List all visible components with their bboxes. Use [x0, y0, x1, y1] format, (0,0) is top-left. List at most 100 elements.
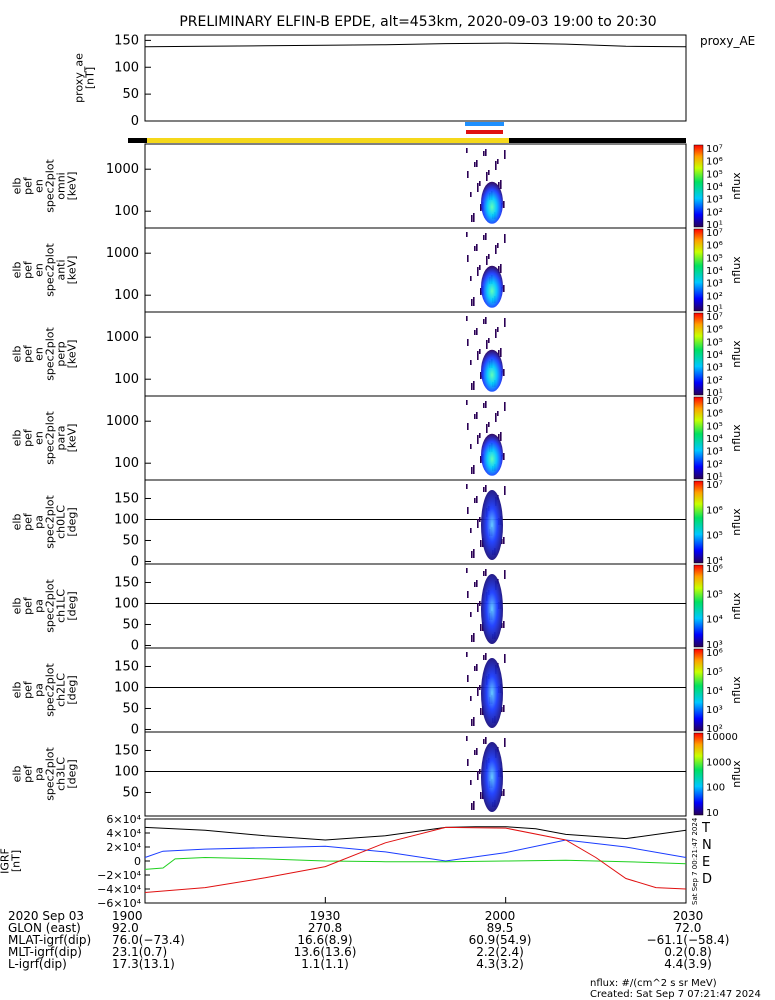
spectrogram-noise-mark: [473, 633, 475, 642]
spectrogram-noise-mark: [474, 582, 476, 587]
ephemeris-cell: 17.3(13.1): [112, 957, 175, 971]
proxy-ae-tick-label: 0: [131, 114, 139, 129]
spectrogram-noise-mark: [504, 402, 506, 411]
spectrogram-frame: [144, 227, 687, 313]
spectrogram-noise-mark: [470, 360, 472, 365]
spectrogram-noise-mark: [476, 328, 478, 335]
spectrogram-noise-mark: [476, 244, 478, 251]
spectrogram-noise-mark: [503, 621, 505, 628]
colorbar-tick-label: 10²: [706, 459, 723, 470]
spectrogram-noise-mark: [467, 171, 469, 178]
ephemeris-table: 2020 Sep 03 1900 1930 2000 2030 GLON (east) 92…: [8, 897, 729, 971]
spectrogram-noise-mark: [470, 612, 472, 617]
spectrogram-panel-1: 1001000elbpefenspec2plotanti[keV]10¹10²1…: [11, 227, 743, 315]
colorbar: [693, 480, 704, 564]
spectrogram-noise-mark: [467, 759, 469, 766]
igrf-series-T: [144, 826, 687, 841]
spectrogram-noise-mark: [473, 465, 475, 474]
colorbar-tick-label: 10⁴: [706, 434, 723, 445]
spectrogram-noise-mark: [473, 801, 475, 810]
spectrogram-noise-mark: [504, 654, 506, 663]
spectrogram-noise-mark: [486, 172, 488, 181]
spectrogram-noise-mark: [477, 435, 479, 444]
spectrogram-noise-mark: [474, 330, 476, 335]
colorbar-tick-label: 10⁴: [706, 615, 723, 626]
igrf-legend-T: T: [701, 821, 710, 836]
spectrogram-noise-mark: [500, 264, 502, 273]
spectrogram-noise-mark: [486, 256, 488, 265]
colorbar-tick-label: 10⁷: [706, 228, 723, 239]
colorbar-tick-label: 10⁶: [706, 505, 723, 516]
spectrogram-noise-mark: [495, 329, 497, 338]
colorbar-label: nflux: [730, 760, 743, 788]
proxy-ae-frame: [144, 34, 687, 122]
spectrogram-noise-mark: [477, 771, 479, 780]
colorbar-tick-label: 100: [706, 783, 725, 794]
spectrogram-noise-mark: [498, 266, 500, 273]
spectrogram-noise-mark: [476, 580, 478, 587]
colorbar-tick-label: 10⁶: [706, 648, 723, 659]
colorbar: [693, 648, 704, 732]
spectrogram-noise-mark: [503, 789, 505, 796]
ephemeris-cell: 4.3(3.2): [476, 957, 524, 971]
spectrogram-noise-mark: [485, 485, 487, 492]
spectrogram-tick-label: 100: [114, 764, 139, 779]
spectrogram-panel-2: 1001000elbpefenspec2plotperp[keV]10¹10²1…: [11, 311, 743, 399]
colorbar-tick-label: 1000: [706, 757, 731, 768]
ephemeris-cell: 1930: [310, 909, 341, 923]
science-zone-bar-red: [466, 130, 503, 134]
igrf-tick-label: −2×10⁴: [97, 869, 141, 882]
spectrogram-noise-mark: [477, 351, 479, 360]
spectrogram-noise-mark: [474, 498, 476, 503]
spectrogram-noise-mark: [466, 484, 468, 489]
igrf-ylabel-line-0: IGRF: [0, 848, 12, 874]
spectrogram-noise-mark: [470, 528, 472, 533]
colorbar-tick-label: 10⁶: [706, 325, 723, 336]
science-zone-bar-blue: [465, 122, 504, 126]
spectrogram-flux-blob: [481, 349, 503, 392]
colorbar-tick-label: 10¹: [706, 472, 723, 483]
spectrogram-ylabel-line-5: [deg]: [66, 759, 79, 788]
spectrogram-noise-mark: [470, 780, 472, 785]
colorbar-tick-label: 10⁶: [706, 564, 723, 575]
spectrogram-noise-mark: [476, 748, 478, 755]
spectrogram-panel-3: 1001000elbpefenspec2plotpara[keV]10¹10²1…: [11, 395, 743, 483]
spectrogram-ylabel-line-3: spec2plot: [44, 747, 57, 801]
proxy-ae-ylabel: proxy_ae[nT]: [73, 53, 97, 103]
spectrogram-noise-mark: [504, 150, 506, 159]
spectrogram-ylabel-line-4: omni: [55, 172, 68, 199]
spectrogram-noise-mark: [471, 215, 473, 222]
spectrogram-ylabel-line-3: spec2plot: [44, 495, 57, 549]
spectrogram-noise-mark: [480, 708, 482, 715]
spectrogram-ylabel-line-2: pa: [33, 515, 46, 529]
colorbar-label: nflux: [730, 592, 743, 620]
proxy-ae-tick-label: 100: [114, 60, 139, 75]
spectrogram-tick-label: 50: [122, 533, 139, 548]
spectrogram-tick-label: 100: [114, 456, 139, 471]
spectrogram-noise-mark: [466, 316, 468, 321]
spectrogram-noise-mark: [485, 569, 487, 576]
igrf-series-N: [144, 839, 687, 862]
spectrogram-noise-mark: [471, 467, 473, 474]
colorbar-tick-label: 10⁵: [706, 253, 723, 264]
spectrogram-noise-mark: [486, 340, 488, 349]
spectrogram-noise-mark: [504, 234, 506, 243]
colorbar: [693, 228, 704, 312]
colorbar-tick-label: 10⁵: [706, 589, 723, 600]
figure-title: PRELIMINARY ELFIN-B EPDE, alt=453km, 202…: [179, 14, 656, 30]
spectrogram-noise-mark: [476, 160, 478, 167]
igrf-legend-N: N: [702, 838, 712, 853]
colorbar-tick-label: 10²: [706, 724, 723, 735]
spectrogram-ylabel-line-4: ch0LC: [55, 505, 68, 539]
colorbar-label: nflux: [730, 508, 743, 536]
ephemeris-cell: 2.2(2.4): [476, 945, 524, 959]
spectrogram-noise-mark: [474, 666, 476, 671]
spectrogram-tick-label: 0: [131, 638, 139, 653]
colorbar-tick-label: 10³: [706, 195, 723, 206]
colorbar: [693, 732, 704, 816]
